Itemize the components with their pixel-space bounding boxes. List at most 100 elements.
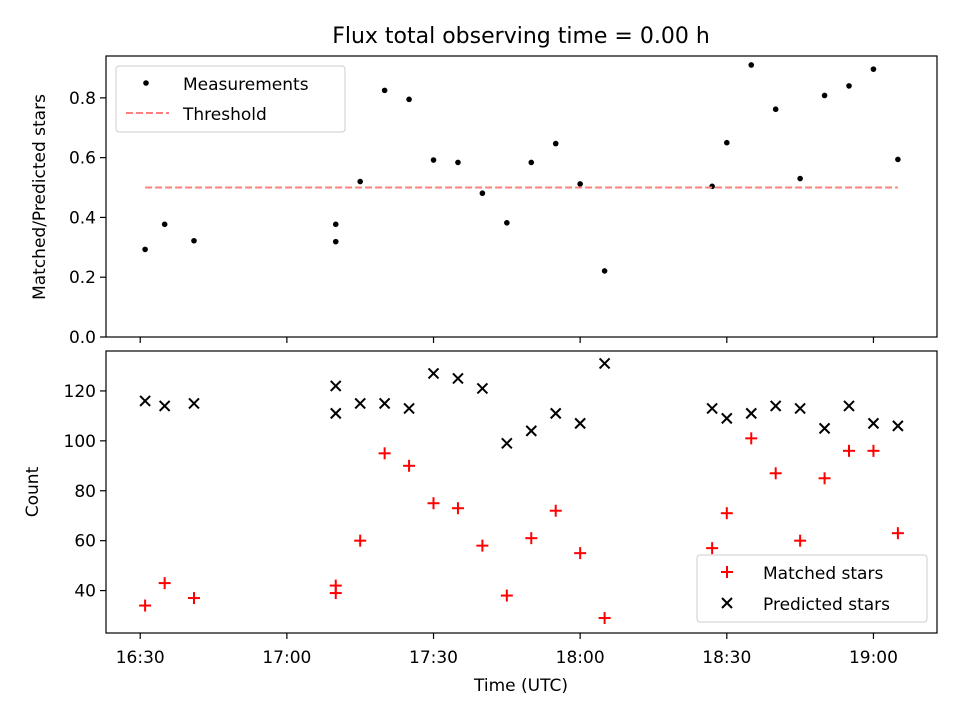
matched-stars-point: [158, 577, 171, 590]
predicted-stars-point: [378, 397, 391, 410]
top-y-tick-label: 0.0: [69, 328, 96, 348]
bottom-legend-box: [696, 554, 928, 623]
matched-stars-point: [745, 432, 758, 445]
top-y-tick-label: 0.2: [69, 268, 96, 288]
bottom-y-tick-label: 120: [64, 382, 96, 402]
top-y-ticks: 0.0 0.2 0.4 0.6 0.8: [69, 89, 106, 348]
measurement-point: [381, 87, 388, 94]
top-y-tick-label: 0.8: [69, 89, 96, 109]
predicted-stars-point: [525, 425, 537, 437]
bottom-y-axis-label: Count: [23, 466, 43, 517]
top-panel: 0.00.20.40.60.8 Matched/Predicted stars …: [30, 55, 938, 348]
measurement-point: [552, 140, 559, 147]
matched-stars-point: [706, 542, 719, 555]
top-legend: Measurements Threshold: [115, 65, 346, 133]
x-tick-label: 18:30: [702, 648, 751, 668]
top-plot-marks: [142, 62, 901, 274]
measurement-point: [846, 83, 852, 89]
predicted-stars-point: [501, 437, 513, 450]
predicted-stars-point: [745, 407, 757, 420]
matched-stars-point: [500, 589, 513, 602]
x-tick-label: 17:00: [262, 648, 311, 668]
predicted-stars-point: [550, 407, 562, 420]
predicted-stars-point: [158, 400, 171, 412]
bottom-y-tick-label: 60: [74, 532, 96, 552]
x-tick-label: 19:00: [849, 648, 898, 668]
top-axes-frame: [105, 55, 938, 338]
predicted-stars-point: [867, 417, 880, 430]
top-x-ticks: [139, 337, 875, 343]
legend-marker-predicted: [721, 597, 733, 609]
matched-stars-point: [329, 587, 342, 600]
predicted-stars-point: [818, 422, 831, 435]
legend-label-measurements: Measurements: [183, 75, 309, 95]
top-y-tick-label: 0.6: [69, 149, 96, 169]
measurement-point: [332, 221, 339, 228]
legend-label-threshold: Threshold: [182, 105, 267, 125]
chart-title: Flux total observing time = 0.00 h: [332, 24, 710, 49]
predicted-stars-point: [721, 412, 733, 425]
predicted-stars-point: [452, 372, 464, 385]
bottom-y-ticks: 40 60 80 100 120: [64, 382, 106, 602]
bottom-panel: 40 60 80 100 120 16:30 17:00 17:30 18:00 18:30 19…: [23, 350, 938, 696]
bottom-y-tick-label: 100: [64, 432, 96, 452]
top-legend-box: [115, 65, 346, 133]
predicted-stars-point: [598, 357, 611, 370]
measurement-point: [528, 159, 535, 166]
matched-stars-point: [891, 527, 904, 540]
matched-stars-point: [378, 447, 391, 460]
matched-stars-point: [354, 534, 367, 547]
matched-stars-point: [769, 467, 782, 480]
matched-stars-point: [574, 547, 587, 560]
measurement-point: [357, 178, 363, 185]
bottom-x-ticks: 16:30 17:00 17:30 18:00 18:30 19:00: [116, 633, 898, 668]
matched-stars-point: [451, 502, 464, 515]
predicted-stars-point: [403, 402, 415, 415]
predicted-stars-point: [843, 400, 855, 412]
matched-stars-point: [476, 539, 489, 552]
matched-stars-point: [720, 507, 733, 520]
measurement-point: [577, 181, 583, 187]
top-y-axis-label: Matched/Predicted stars: [30, 94, 50, 300]
measurement-point: [430, 157, 437, 163]
measurement-point: [142, 246, 148, 253]
predicted-stars-point: [476, 382, 489, 395]
predicted-stars-point: [330, 407, 342, 420]
predicted-stars-point: [706, 402, 718, 415]
legend-marker-measurements: [143, 80, 149, 86]
bottom-legend: Matched stars Predicted stars: [696, 554, 928, 623]
measurement-point: [724, 139, 730, 146]
measurement-point: [870, 66, 877, 72]
bottom-y-tick-label: 40: [74, 582, 96, 602]
predicted-stars-point: [330, 380, 342, 392]
x-tick-label: 17:30: [409, 648, 458, 668]
matched-stars-point: [139, 599, 152, 612]
matched-stars-point: [549, 504, 562, 517]
measurement-point: [332, 238, 339, 245]
series-predicted-stars: [139, 357, 904, 450]
matched-stars-point: [427, 497, 440, 510]
series-measurements: [142, 62, 901, 274]
bottom-plot-marks: [139, 357, 904, 625]
matched-stars-point: [794, 534, 807, 547]
top-y-tick-label: 0.4: [69, 208, 96, 228]
measurement-point: [455, 159, 461, 166]
predicted-stars-point: [794, 402, 806, 415]
legend-label-predicted: Predicted stars: [763, 595, 890, 615]
measurement-point: [895, 156, 901, 163]
bottom-axes-frame: [105, 350, 938, 634]
measurement-point: [821, 92, 828, 99]
predicted-stars-point: [427, 367, 440, 380]
legend-marker-matched: [721, 566, 733, 578]
matched-stars-point: [867, 444, 880, 457]
measurement-point: [748, 62, 755, 68]
predicted-stars-point: [139, 395, 151, 407]
matched-stars-point: [843, 444, 856, 457]
x-axis-label: Time (UTC): [473, 676, 568, 696]
matched-stars-point: [403, 459, 416, 472]
series-matched-stars: [139, 432, 904, 625]
measurement-point: [479, 190, 486, 197]
measurement-point: [191, 237, 197, 244]
predicted-stars-point: [892, 420, 904, 432]
